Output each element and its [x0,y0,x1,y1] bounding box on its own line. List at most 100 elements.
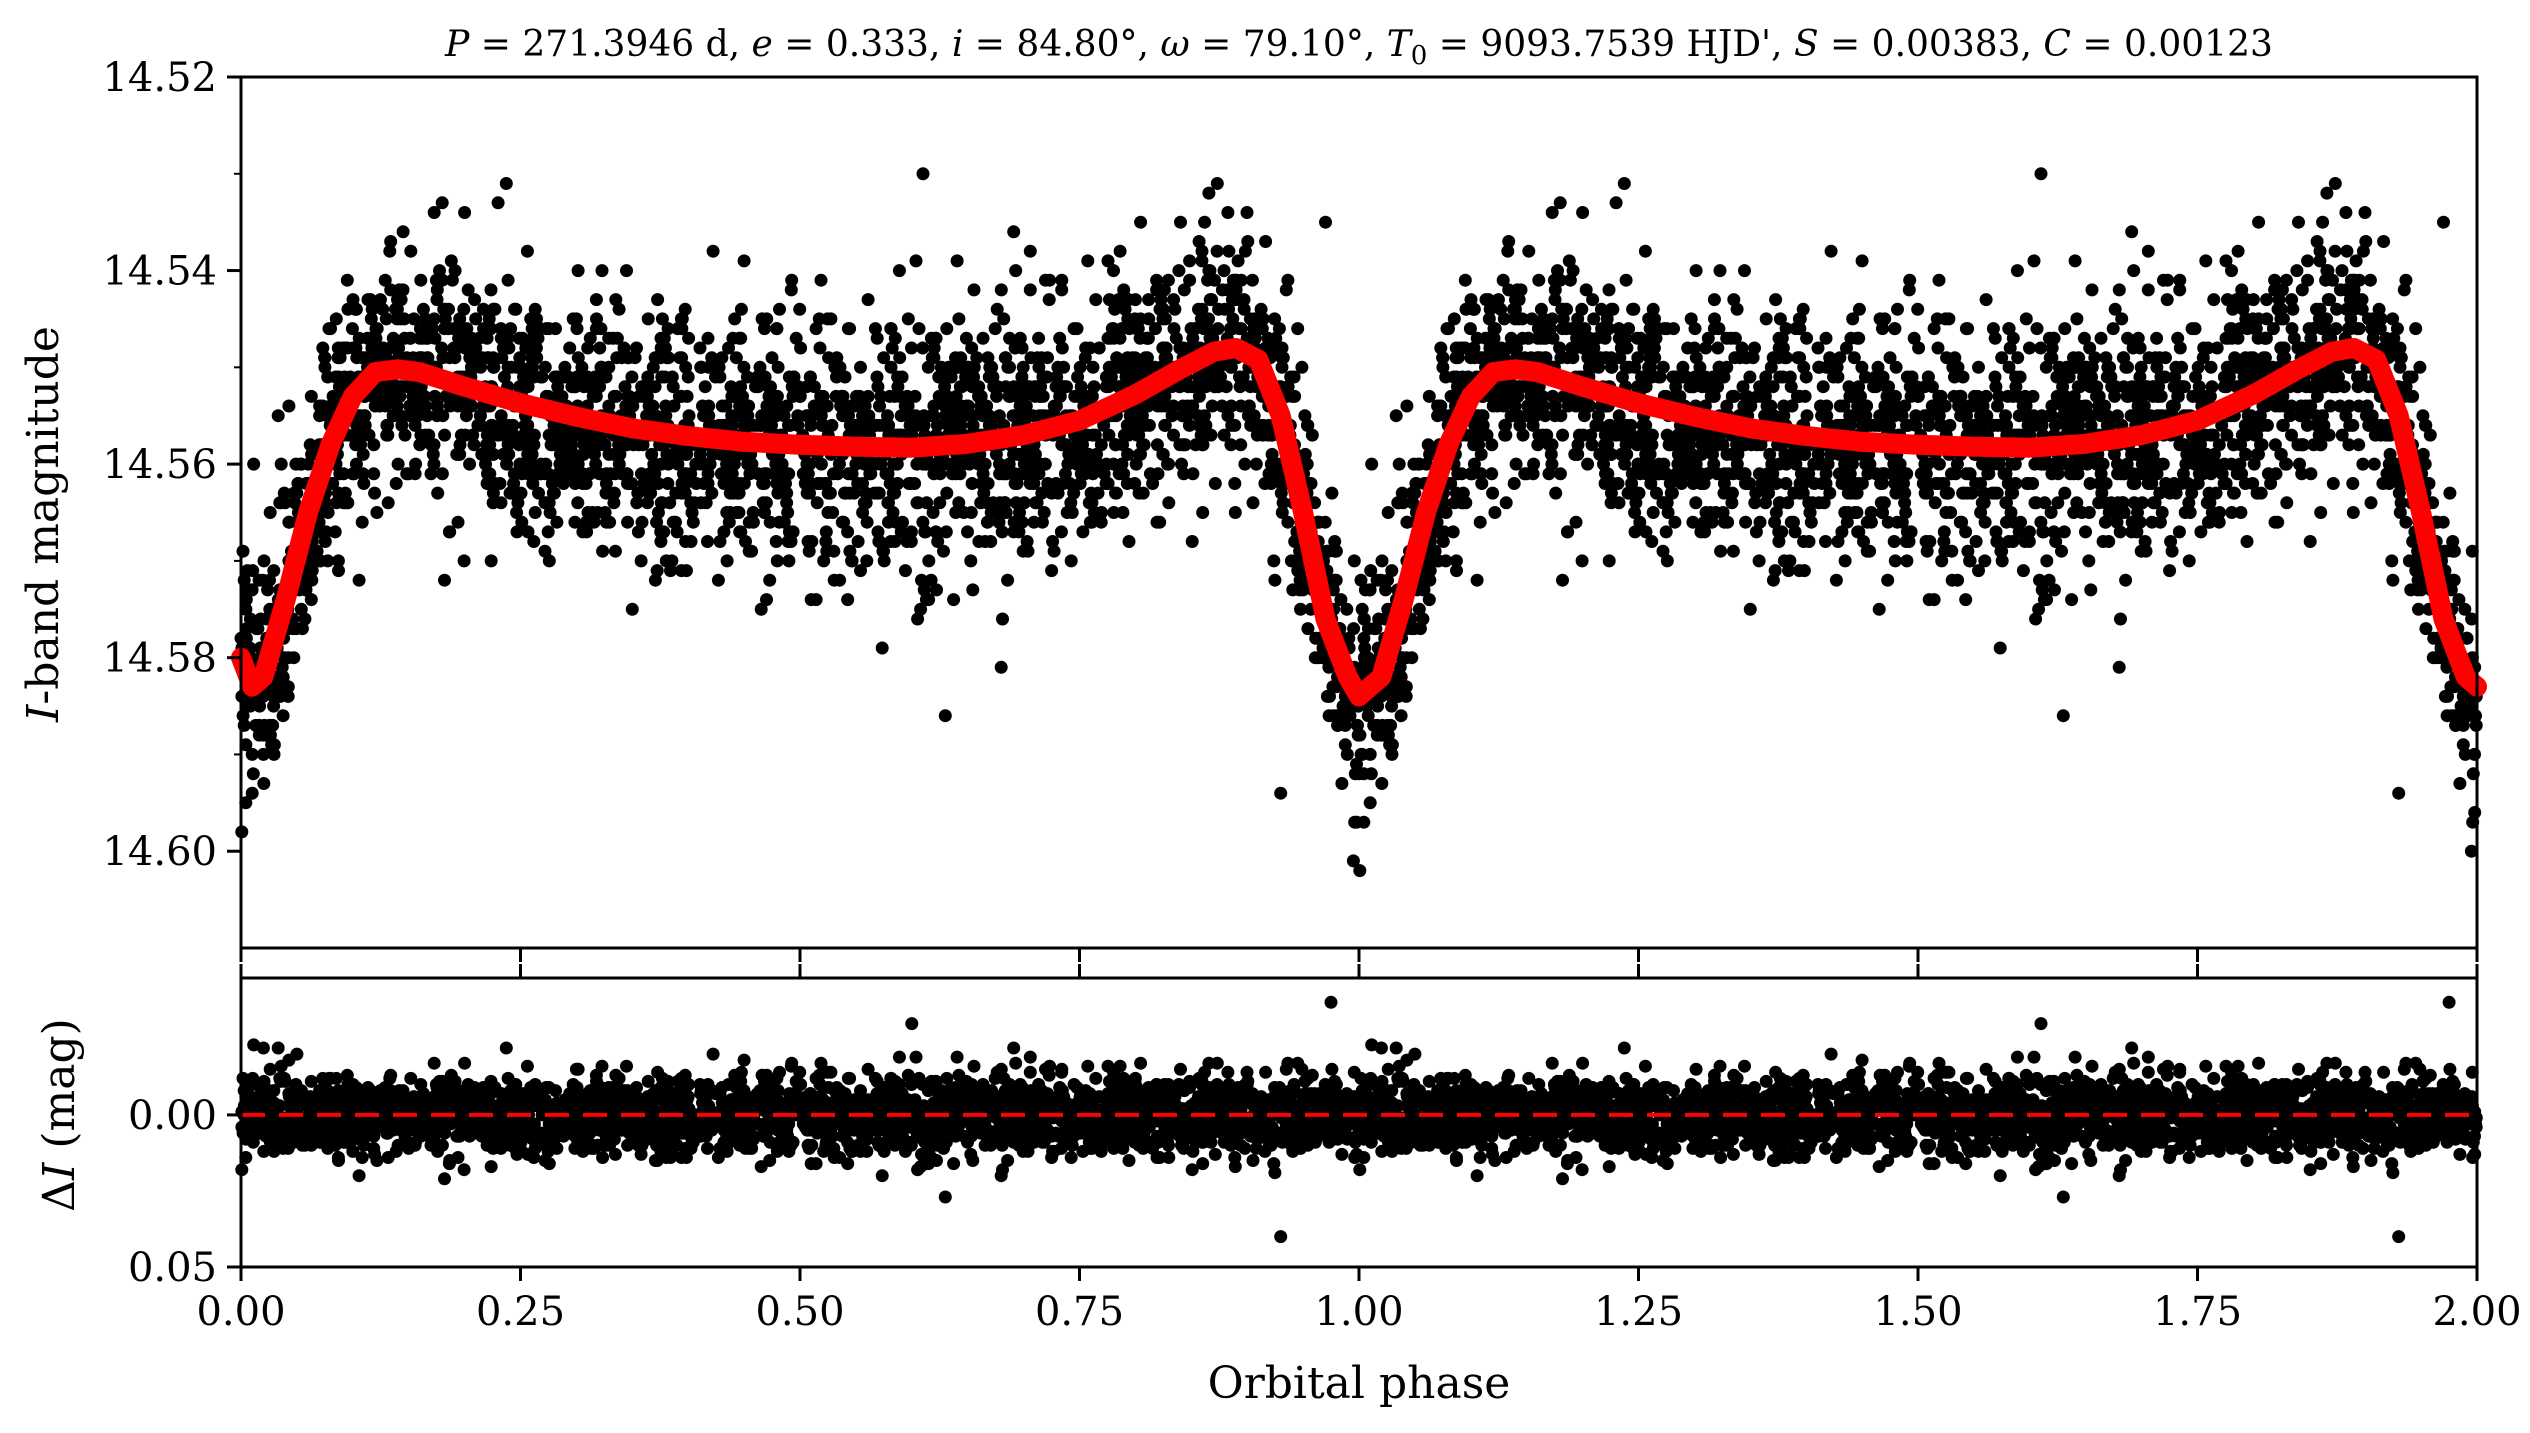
data-point [1556,573,1569,587]
data-point [1659,525,1673,539]
data-point [1898,496,1912,510]
data-point [1494,302,1508,316]
data-point [1556,428,1570,442]
data-point [414,273,428,287]
data-point [1107,264,1120,278]
data-point [2303,535,2317,548]
data-point [1228,283,1242,297]
data-point [1265,447,1279,461]
data-point [1549,399,1562,413]
data-point [1335,777,1349,790]
data-point [1766,573,1780,587]
data-point [1725,496,1739,510]
data-point [1389,409,1403,423]
data-point [2047,525,2061,539]
data-point [1351,718,1364,732]
data-point [888,389,902,403]
data-point [922,593,936,607]
data-point [1819,467,1833,481]
data-point [1275,360,1289,374]
data-point [929,525,943,539]
data-point [1285,389,1299,403]
data-point [2230,360,2244,374]
data-point [1950,457,1964,471]
data-point [911,612,925,626]
data-point [1979,293,1993,307]
data-point [859,486,873,500]
data-point [2099,351,2113,365]
data-point [965,477,979,490]
data-point [2274,341,2288,355]
data-point [2279,457,2292,471]
data-point [2125,225,2139,239]
data-point [2172,525,2186,539]
data-point [1198,215,1212,229]
data-point [484,283,498,297]
data-point [277,486,291,500]
data-point [595,264,609,278]
data-point [711,573,725,587]
data-point [944,370,958,384]
data-point [1202,370,1216,384]
data-point [1531,331,1545,345]
data-point [1094,438,1108,452]
data-point [2029,612,2043,626]
data-point [2164,535,2178,548]
data-point [1615,370,1629,384]
data-point [1585,438,1599,452]
data-point [860,554,874,568]
data-point [1584,341,1598,355]
data-point [239,738,253,752]
data-point [1013,331,1027,345]
data-point [1101,254,1115,268]
data-point [835,515,849,529]
data-point [581,341,595,355]
data-point [2128,477,2142,490]
data-point [496,428,510,442]
data-point [448,264,462,278]
data-point [916,515,930,529]
data-point [1228,418,1242,432]
data-point [420,409,434,423]
data-point [1776,370,1790,384]
data-point [1956,486,1970,500]
data-point [966,583,980,597]
data-point [2207,293,2221,307]
data-point [1138,418,1152,432]
data-point [2148,496,2162,510]
data-point [598,438,612,452]
data-point [527,438,541,452]
data-point [1642,312,1656,326]
data-point [1518,467,1532,481]
data-point [1939,506,1953,519]
data-point [807,399,821,413]
data-point [648,467,662,481]
data-point [1291,322,1305,336]
data-point [2368,428,2382,442]
data-point [2150,331,2164,345]
data-point [1561,399,1575,413]
data-point [1679,370,1693,384]
data-point [352,573,366,587]
data-point [679,535,693,548]
data-point [612,302,626,316]
data-point [1551,264,1564,278]
data-point [2346,283,2360,297]
data-point [1365,457,1379,471]
data-point [1222,244,1236,258]
data-point [2409,322,2423,336]
data-point [1175,457,1188,471]
data-point [406,389,420,403]
data-point [1936,477,1949,490]
data-point [418,428,432,442]
data-point [972,457,986,471]
data-point [2037,457,2051,471]
data-point [635,515,649,529]
data-point [2120,457,2134,471]
data-point [2301,254,2315,268]
data-point [1394,709,1408,723]
data-point [2363,273,2377,287]
data-point [2313,302,2327,316]
data-point [1485,467,1499,481]
data-point [1482,293,1495,307]
